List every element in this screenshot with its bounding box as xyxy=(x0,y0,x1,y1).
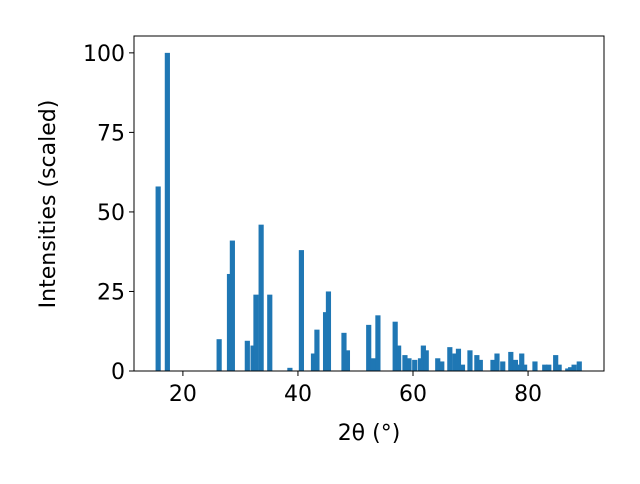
bar xyxy=(250,345,256,371)
x-tick-label: 20 xyxy=(169,382,197,407)
bar xyxy=(455,348,462,371)
bar xyxy=(325,291,332,371)
bar xyxy=(553,355,559,371)
bar xyxy=(314,329,320,371)
bar xyxy=(532,361,538,371)
x-tick-label: 40 xyxy=(284,382,312,407)
bar xyxy=(402,355,408,371)
bar xyxy=(459,364,466,371)
bar xyxy=(423,350,429,371)
bar xyxy=(164,52,170,371)
bar xyxy=(571,364,577,371)
bar xyxy=(298,250,304,371)
bar xyxy=(435,358,441,371)
bar xyxy=(439,361,445,371)
bar xyxy=(253,294,259,371)
bar xyxy=(406,358,412,371)
bar xyxy=(565,368,571,371)
bar xyxy=(412,359,418,371)
bar xyxy=(267,294,273,371)
x-tick-label: 60 xyxy=(399,382,427,407)
bar xyxy=(519,353,525,371)
bar xyxy=(396,345,402,371)
bar xyxy=(467,350,473,371)
bar xyxy=(226,273,233,371)
bar xyxy=(452,353,458,371)
y-tick-label: 50 xyxy=(97,201,125,226)
bar xyxy=(155,186,161,371)
plot-frame xyxy=(133,35,605,372)
bar xyxy=(512,359,518,371)
bar xyxy=(216,339,222,371)
bar xyxy=(490,359,496,371)
bar xyxy=(516,364,522,371)
bar xyxy=(576,361,582,371)
bar xyxy=(447,347,453,371)
y-tick-label: 100 xyxy=(83,42,125,67)
bar xyxy=(477,359,483,371)
y-tick-label: 25 xyxy=(97,280,125,305)
bar xyxy=(420,345,426,371)
bar xyxy=(344,350,351,371)
bar xyxy=(417,358,424,371)
bar xyxy=(287,367,293,371)
bar xyxy=(322,312,329,371)
bar xyxy=(474,355,480,371)
x-axis-label: 2θ (°) xyxy=(338,421,401,446)
bar xyxy=(508,351,514,371)
bar xyxy=(244,340,250,371)
bar xyxy=(258,224,264,371)
bar xyxy=(366,324,372,371)
bar xyxy=(229,240,235,371)
bar xyxy=(375,315,381,371)
y-axis-label: Intensities (scaled) xyxy=(36,100,61,309)
bar xyxy=(341,332,347,371)
x-tick-label: 80 xyxy=(514,382,542,407)
bar xyxy=(568,367,574,371)
y-tick-label: 75 xyxy=(97,121,125,146)
bar xyxy=(370,358,376,371)
bar xyxy=(522,364,528,371)
bar xyxy=(494,353,500,371)
bar xyxy=(310,353,317,371)
bar xyxy=(392,321,398,371)
y-tick-label: 0 xyxy=(111,360,125,385)
bar xyxy=(500,361,506,371)
bar xyxy=(542,364,548,371)
bar xyxy=(546,364,552,371)
bar xyxy=(556,364,562,371)
